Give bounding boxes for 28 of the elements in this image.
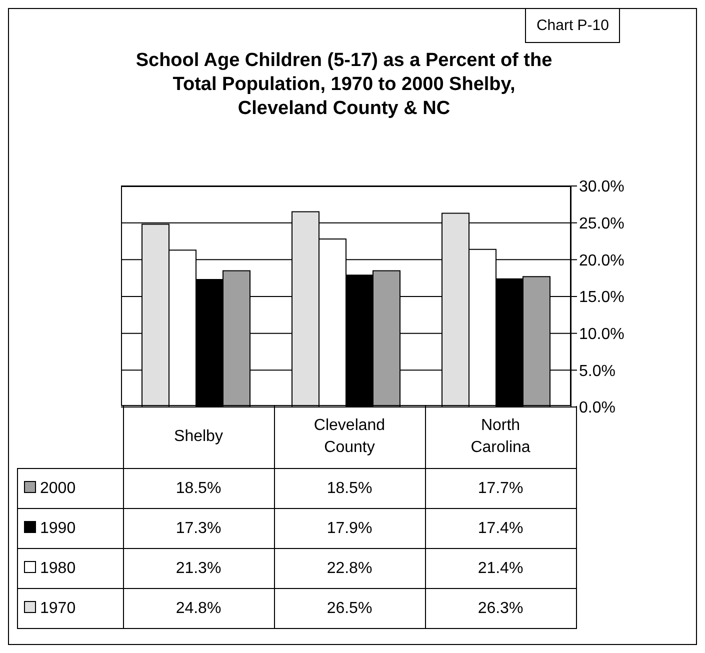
data-label: 17.9% [274,508,425,548]
data-label: 18.5% [123,468,274,508]
chart-title: School Age Children (5-17) as a Percent of the Total Population, 1970 to 2000 Shelby, Cleveland County & NC [134,49,554,121]
data-label: 22.8% [274,548,425,588]
data-label: 21.4% [425,548,576,588]
data-label: 21.3% [123,548,274,588]
legend-label: 1980 [18,548,123,588]
data-label: 17.7% [425,468,576,508]
x-tick-label: North Carolina [470,416,532,458]
y-tick-label: 10.0% [579,326,624,344]
legend-label: 2000 [18,468,123,508]
data-label: 17.3% [123,508,274,548]
data-label: 24.8% [123,588,274,628]
data-label: 18.5% [274,468,425,508]
y-tick-label: 15.0% [579,289,624,306]
data-label: 26.3% [425,588,576,628]
y-tick-label: 5.0% [579,362,616,380]
x-tick-label: Shelby [173,427,224,447]
x-tick-label: Cleveland County [312,416,386,458]
y-tick-label: 25.0% [579,216,624,233]
y-tick-label: 20.0% [579,252,624,270]
text: Chart P-10 [525,8,620,43]
legend-label: 1970 [18,588,123,628]
data-label: 26.5% [274,588,425,628]
y-tick-label: 0.0% [579,400,616,417]
legend-label: 1990 [18,508,123,548]
y-tick-label: 30.0% [579,178,624,196]
data-label: 17.4% [425,508,576,548]
